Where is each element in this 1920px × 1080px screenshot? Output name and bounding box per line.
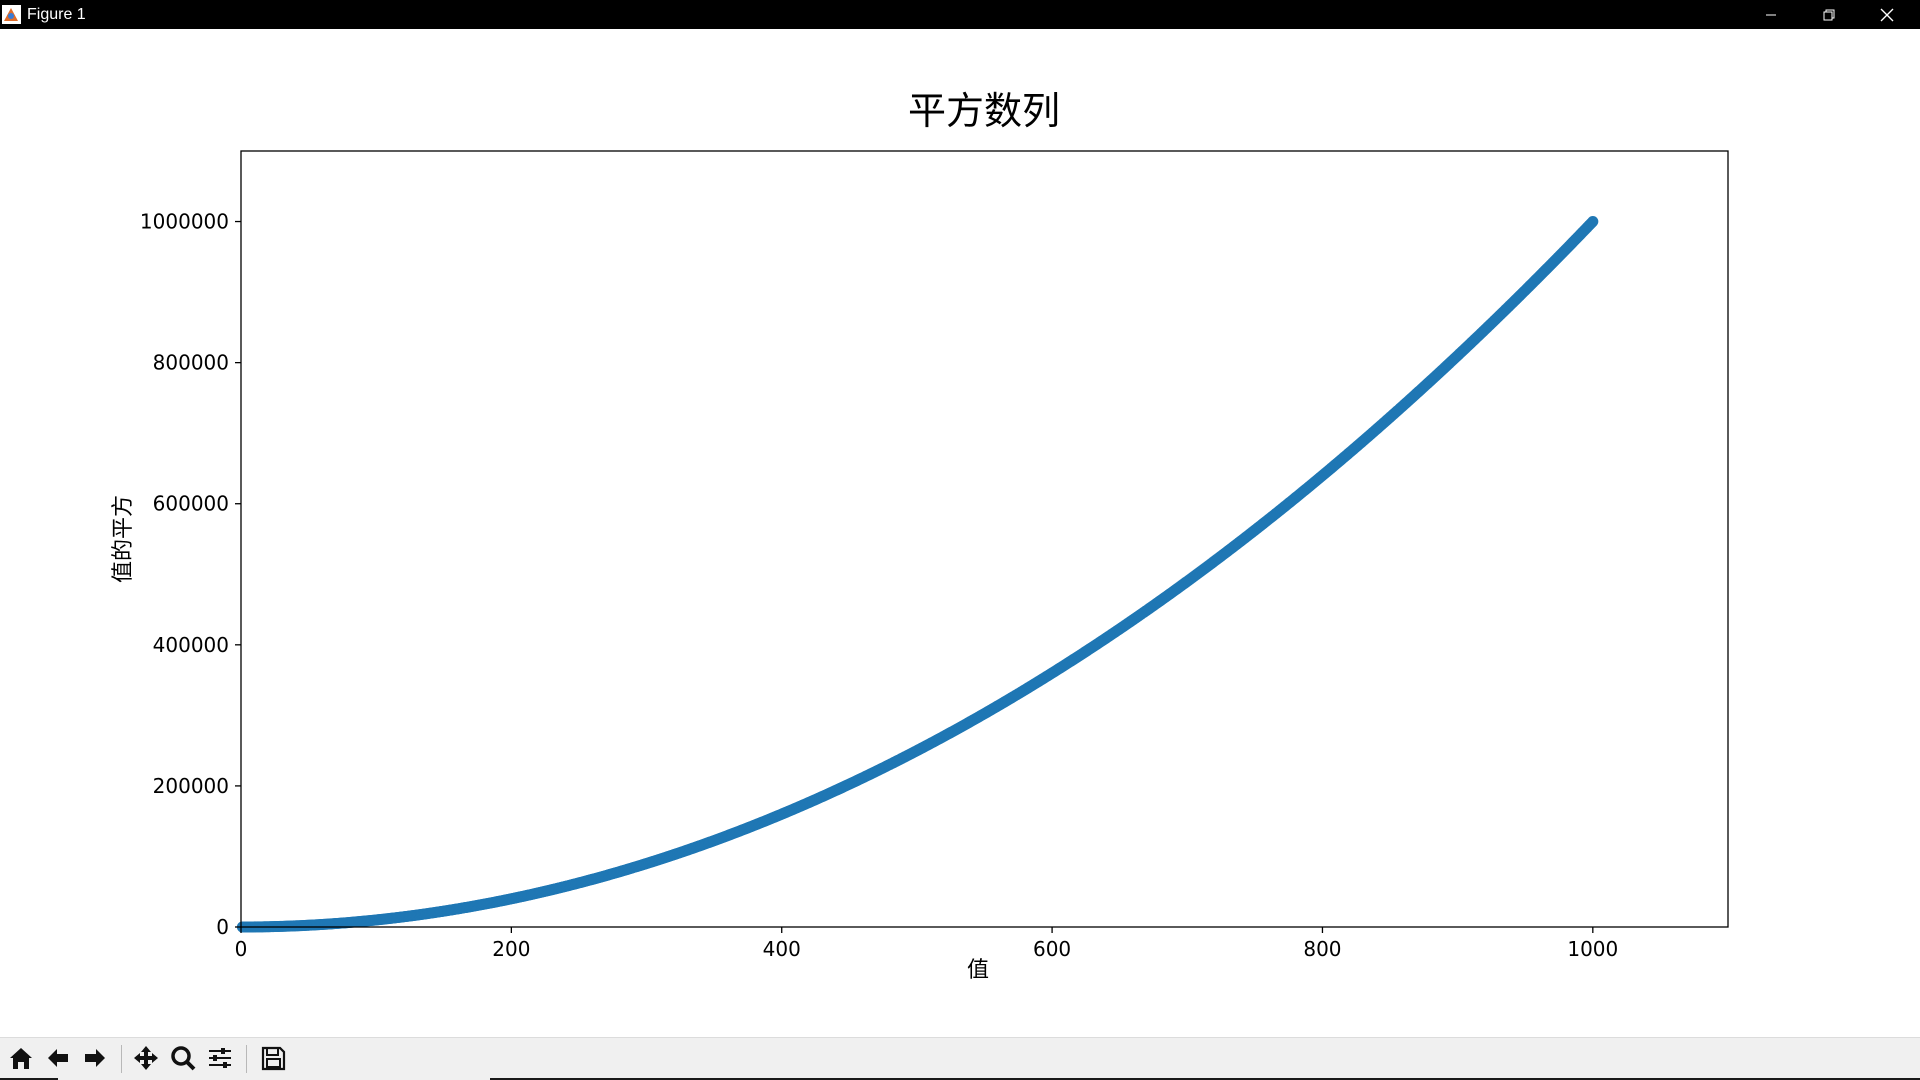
save-button[interactable] <box>256 1041 290 1075</box>
home-button[interactable] <box>4 1041 38 1075</box>
y-axis-ticks: 0 200000 400000 600000 800000 1000000 <box>140 210 241 939</box>
y-tick-label: 1000000 <box>140 210 229 234</box>
y-tick-label: 0 <box>216 915 229 939</box>
arrow-right-icon <box>85 1049 105 1067</box>
close-icon <box>1880 8 1894 21</box>
restore-icon <box>1823 9 1835 20</box>
y-tick-label: 200000 <box>153 774 229 798</box>
x-tick-label: 800 <box>1303 937 1341 961</box>
x-tick-label: 600 <box>1033 937 1071 961</box>
back-button[interactable] <box>41 1041 75 1075</box>
data-points <box>236 216 1599 933</box>
configure-subplots-button[interactable] <box>203 1041 237 1075</box>
figure-canvas[interactable]: 平方数列 0 200 400 600 800 1000 0 200000 400000 6000… <box>0 29 1920 1037</box>
floppy-icon <box>261 1046 286 1071</box>
toolbar-bottom-line <box>490 1078 1920 1080</box>
y-axis-label: 值的平方 <box>111 495 136 583</box>
y-tick-label: 600000 <box>153 492 229 516</box>
home-icon <box>10 1048 32 1069</box>
move-icon <box>134 1046 158 1070</box>
navigation-toolbar <box>0 1037 1920 1080</box>
chart: 平方数列 0 200 400 600 800 1000 0 200000 400000 6000… <box>111 89 1729 983</box>
y-tick-label: 400000 <box>153 633 229 657</box>
x-tick-label: 0 <box>235 937 248 961</box>
x-axis-label: 值 <box>967 958 989 983</box>
arrow-left-icon <box>48 1049 68 1067</box>
x-tick-label: 400 <box>763 937 801 961</box>
restore-button[interactable] <box>1800 0 1858 29</box>
x-axis-ticks: 0 200 400 600 800 1000 <box>235 927 1618 961</box>
close-button[interactable] <box>1858 0 1916 29</box>
chart-title: 平方数列 <box>908 89 1060 133</box>
y-tick-label: 800000 <box>153 351 229 375</box>
forward-button[interactable] <box>78 1041 112 1075</box>
matplotlib-app-icon <box>2 5 21 24</box>
axes-frame <box>240 150 1729 928</box>
magnifier-icon <box>171 1046 196 1071</box>
pan-button[interactable] <box>129 1041 163 1075</box>
toolbar-underline <box>0 1078 58 1080</box>
data-point <box>1587 216 1599 228</box>
toolbar-separator <box>121 1045 122 1073</box>
sliders-icon <box>209 1048 231 1068</box>
window-title: Figure 1 <box>27 6 86 23</box>
minimize-button[interactable] <box>1742 0 1800 29</box>
x-tick-label: 200 <box>492 937 530 961</box>
minimize-icon <box>1766 14 1776 15</box>
x-tick-label: 1000 <box>1567 937 1618 961</box>
toolbar-separator <box>246 1045 247 1073</box>
zoom-button[interactable] <box>166 1041 200 1075</box>
window-titlebar: Figure 1 <box>0 0 1920 29</box>
